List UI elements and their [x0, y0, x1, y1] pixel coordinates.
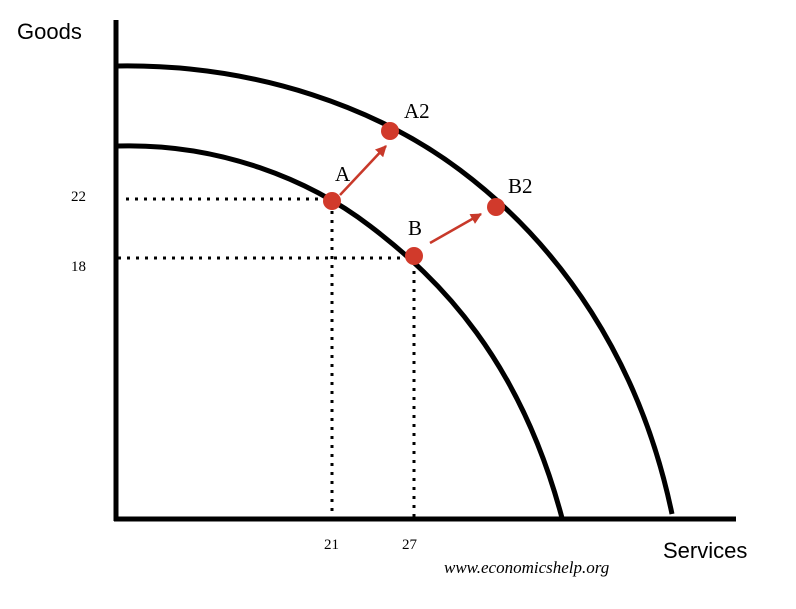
- y-tick-label: 22: [71, 189, 86, 205]
- x-tick-label: 21: [324, 537, 339, 553]
- point-label-a2: A2: [404, 99, 430, 123]
- y-axis-title: Goods: [17, 19, 82, 44]
- point-label-b2: B2: [508, 174, 533, 198]
- y-tick-label: 18: [71, 259, 86, 275]
- ppf-curve-original: [117, 143, 565, 519]
- point-label-a: A: [335, 162, 351, 186]
- point-b: [405, 247, 423, 265]
- point-a2: [381, 122, 399, 140]
- arrow-b-to-b2: [429, 212, 482, 245]
- point-a: [323, 192, 341, 210]
- x-tick-label: 27: [402, 537, 418, 553]
- ppf-curve-shifted: [117, 63, 675, 515]
- point-b2: [487, 198, 505, 216]
- watermark: www.economicshelp.org: [444, 558, 609, 577]
- arrow-a-to-a2: [339, 145, 387, 196]
- x-axis-title: Services: [663, 538, 747, 563]
- point-label-b: B: [408, 216, 422, 240]
